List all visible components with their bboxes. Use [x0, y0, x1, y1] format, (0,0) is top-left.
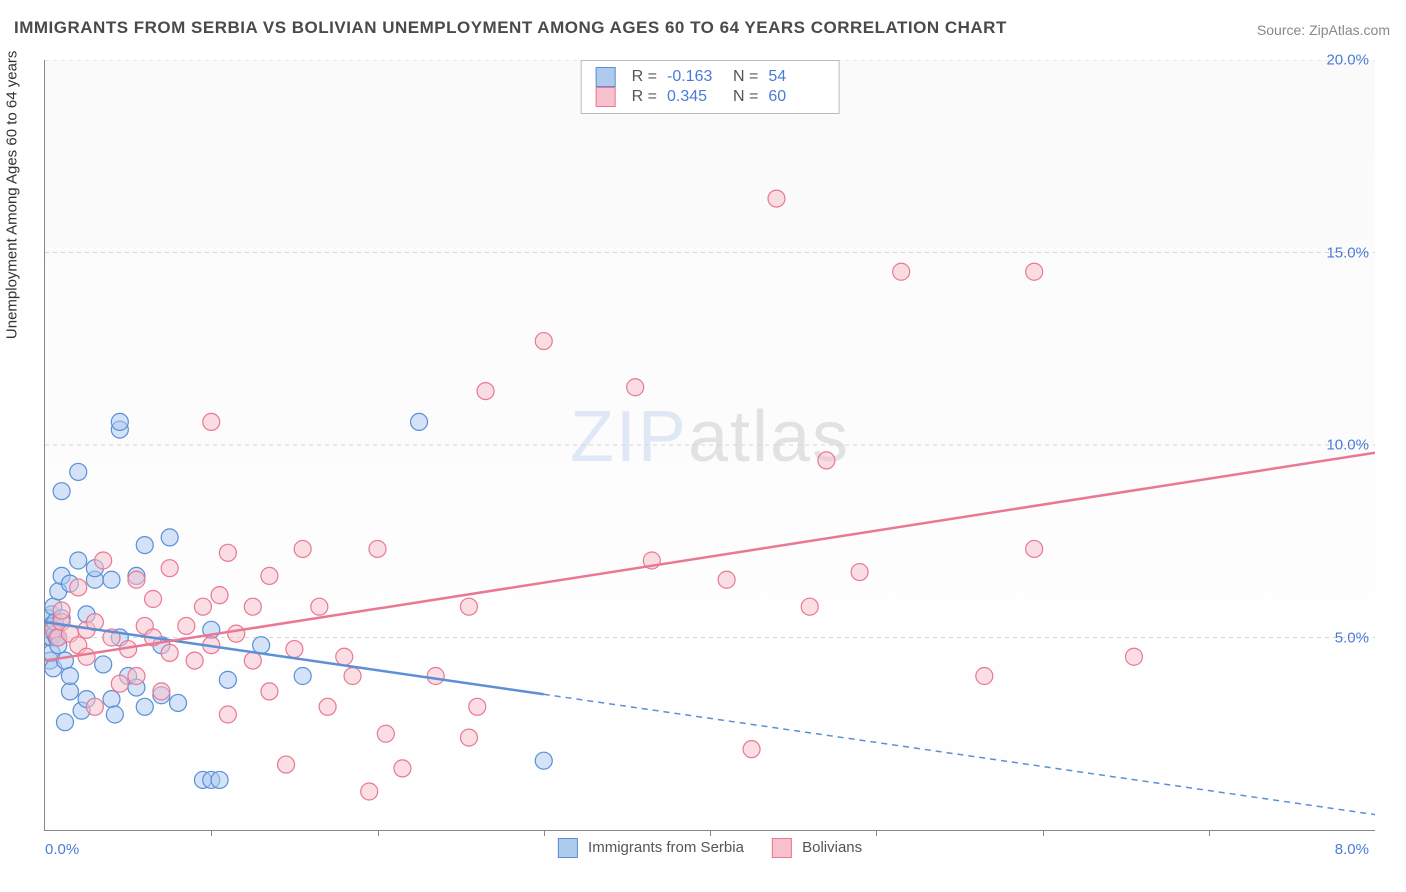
watermark: ZIPatlas [570, 396, 850, 478]
y-axis-label: Unemployment Among Ages 60 to 64 years [4, 51, 21, 340]
x-tick [1043, 830, 1044, 836]
bottom-legend: Immigrants from Serbia Bolivians [558, 838, 862, 858]
x-tick [211, 830, 212, 836]
r-label: R = [632, 88, 657, 106]
n-label: N = [733, 68, 758, 86]
y-tick-label: 20.0% [1326, 52, 1369, 69]
x-axis-min-label: 0.0% [45, 841, 79, 858]
stats-legend-box: R = -0.163 N = 54 R = 0.345 N = 60 [581, 60, 840, 114]
chart-svg-layer [45, 60, 1375, 830]
bolivia-r-value: 0.345 [667, 88, 723, 106]
plot-area: ZIPatlas R = -0.163 N = 54 R = 0.345 N =… [44, 60, 1375, 831]
swatch-serbia [596, 67, 616, 87]
watermark-zip: ZIP [570, 397, 688, 477]
x-tick [1209, 830, 1210, 836]
y-tick-label: 15.0% [1326, 244, 1369, 261]
serbia-n-value: 54 [768, 68, 824, 86]
x-tick [544, 830, 545, 836]
x-tick [710, 830, 711, 836]
swatch-bolivia [772, 838, 792, 858]
swatch-bolivia [596, 87, 616, 107]
y-tick-label: 10.0% [1326, 437, 1369, 454]
n-label: N = [733, 88, 758, 106]
legend-item-serbia: Immigrants from Serbia [558, 838, 744, 858]
watermark-atlas: atlas [688, 397, 850, 477]
swatch-serbia [558, 838, 578, 858]
source-label: Source: ZipAtlas.com [1257, 22, 1390, 38]
stats-row-serbia: R = -0.163 N = 54 [596, 67, 825, 87]
stats-row-bolivia: R = 0.345 N = 60 [596, 87, 825, 107]
x-tick [876, 830, 877, 836]
chart-title: IMMIGRANTS FROM SERBIA VS BOLIVIAN UNEMP… [14, 18, 1007, 38]
serbia-r-value: -0.163 [667, 68, 723, 86]
legend-label-bolivia: Bolivians [802, 839, 862, 856]
r-label: R = [632, 68, 657, 86]
bolivia-n-value: 60 [768, 88, 824, 106]
legend-item-bolivia: Bolivians [772, 838, 862, 858]
legend-label-serbia: Immigrants from Serbia [588, 839, 744, 856]
x-tick [378, 830, 379, 836]
y-tick-label: 5.0% [1335, 629, 1369, 646]
x-axis-max-label: 8.0% [1335, 841, 1369, 858]
